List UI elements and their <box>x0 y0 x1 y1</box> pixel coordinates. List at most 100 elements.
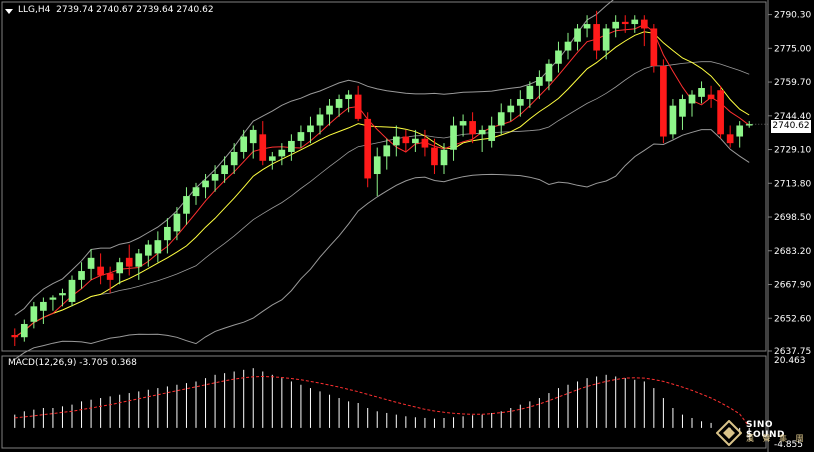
candle-body <box>555 50 562 64</box>
y-tick-label: 2759.70 <box>774 78 811 88</box>
symbol-header: LLG,H4 2739.74 2740.67 2739.64 2740.62 <box>18 5 214 15</box>
candle-body <box>164 226 171 241</box>
candle-body <box>230 151 238 166</box>
candle-body <box>125 257 133 267</box>
candle-body <box>650 28 658 66</box>
candle-body <box>412 138 419 144</box>
candle-body <box>30 306 38 322</box>
candle-body <box>450 125 457 150</box>
candle-body <box>87 257 95 269</box>
candle-body <box>68 279 76 302</box>
candle-body <box>564 41 572 51</box>
candle-body <box>631 19 639 25</box>
candle-body <box>640 19 648 29</box>
candle-body <box>59 293 66 296</box>
candle-body <box>240 136 248 152</box>
ma-fast-line <box>14 23 750 338</box>
candle-body <box>688 94 696 104</box>
candle-body <box>106 273 114 280</box>
candle-body <box>278 149 286 157</box>
candle-body <box>288 140 295 152</box>
candle-body <box>97 266 104 276</box>
candle-body <box>497 112 505 126</box>
candle-body <box>421 138 429 148</box>
candle-body <box>249 129 257 144</box>
candle-body <box>202 180 209 188</box>
y-tick-label: 2775.00 <box>774 44 811 54</box>
y-tick-label: 2729.10 <box>774 146 811 156</box>
ma-slow-line <box>14 31 750 338</box>
diamond-logo-icon <box>716 420 742 446</box>
candle-body <box>173 213 181 232</box>
candle-body <box>526 85 534 100</box>
sino-sound-logo: SINO SOUND 漢 聲 集 團 <box>716 418 812 448</box>
candle-body <box>345 94 352 100</box>
candle-body <box>745 124 753 126</box>
bollinger-upper-line <box>14 0 614 316</box>
main-panel-frame <box>1 1 767 352</box>
y-tick-label: 2790.30 <box>774 11 811 21</box>
candle-body <box>364 118 372 179</box>
candle-body <box>49 297 57 300</box>
candle-body <box>707 94 715 100</box>
macd-signal-line <box>14 375 750 427</box>
logo-title: SINO SOUND <box>746 420 785 440</box>
candle-body <box>478 129 486 135</box>
candle-body <box>259 134 267 161</box>
candle-body <box>516 99 524 106</box>
candle-body <box>488 125 496 141</box>
candle-body <box>679 99 686 117</box>
candle-body <box>583 24 591 29</box>
candle-body <box>507 105 515 113</box>
macd-panel-frame <box>1 355 767 449</box>
candle-body <box>192 187 200 197</box>
y-tick-label: 2652.60 <box>774 314 811 324</box>
candle-body <box>20 323 28 338</box>
candle-body <box>545 63 553 82</box>
candle-body <box>307 125 314 133</box>
y-tick-label: 2713.80 <box>774 179 811 189</box>
candle-body <box>660 65 667 137</box>
candle-body <box>268 156 276 161</box>
candle-body <box>440 149 448 166</box>
candle-body <box>726 134 734 144</box>
candle-body <box>621 21 629 25</box>
candle-body <box>459 121 467 126</box>
current-price-badge: 2740.62 <box>771 120 811 133</box>
macd-y-tick-label: 20.463 <box>774 356 806 366</box>
candle-body <box>135 253 143 267</box>
y-tick-label: 2683.20 <box>774 247 811 257</box>
candle-body <box>431 147 438 166</box>
candle-body <box>698 88 705 97</box>
candle-body <box>736 125 744 137</box>
candle-body <box>402 136 410 144</box>
logo-subtitle: 漢 聲 集 團 <box>746 434 807 443</box>
candle-body <box>669 105 677 135</box>
candle-body <box>183 196 190 214</box>
candle-body <box>383 145 391 157</box>
candle-body <box>40 301 47 311</box>
candle-body <box>717 90 724 135</box>
macd-label: MACD(12,26,9) -3.705 0.368 <box>8 358 137 368</box>
candle-body <box>78 271 85 280</box>
candle-body <box>536 76 543 86</box>
candle-body <box>354 94 362 119</box>
candle-body <box>574 28 581 42</box>
candle-body <box>221 165 228 175</box>
bollinger-lower-line <box>14 129 750 360</box>
candle-body <box>602 28 610 51</box>
y-tick-label: 2698.50 <box>774 213 811 223</box>
y-tick-label: 2637.75 <box>774 347 811 357</box>
candle-body <box>144 244 152 256</box>
candle-body <box>211 174 219 181</box>
macd-y-tick-label: -4.855 <box>774 440 803 450</box>
candle-body <box>11 335 19 338</box>
menu-arrow-icon[interactable] <box>5 9 13 14</box>
candle-body <box>373 156 381 175</box>
y-tick-label: 2667.90 <box>774 281 811 291</box>
candle-body <box>316 114 324 126</box>
candle-body <box>326 105 333 115</box>
candle-body <box>154 240 162 254</box>
